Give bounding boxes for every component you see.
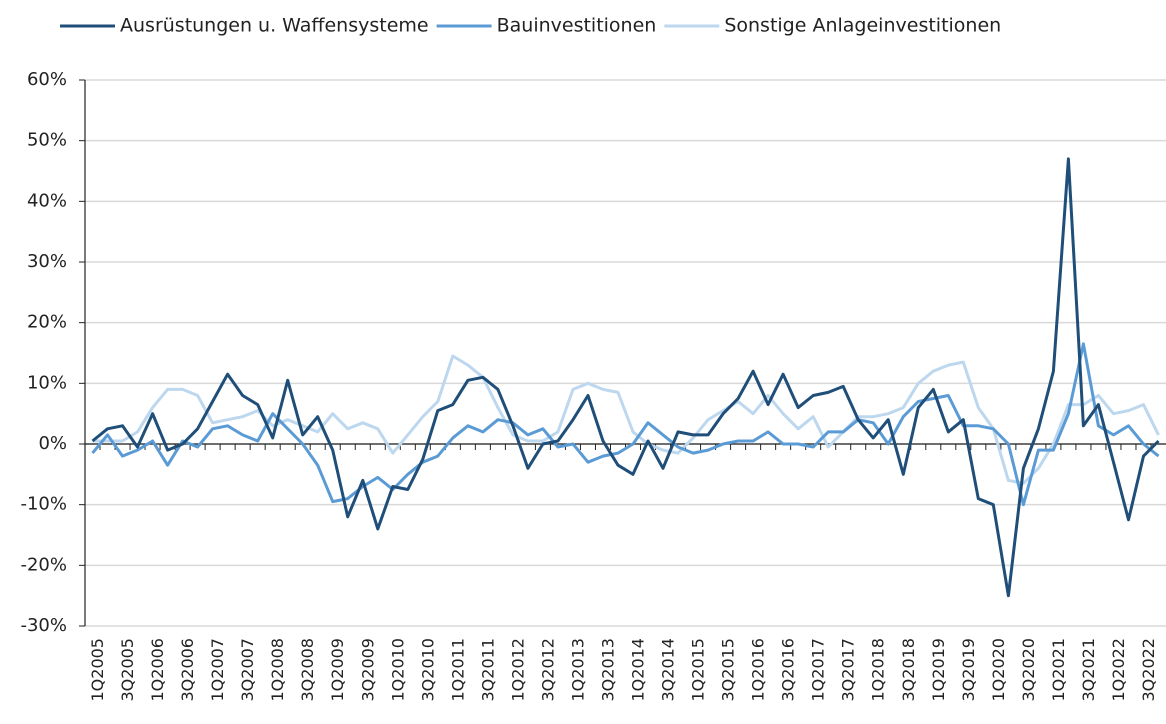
x-tick-label: 1Q2005	[88, 638, 107, 702]
x-tick-label: 3Q2006	[178, 638, 197, 702]
y-tick-label: -20%	[20, 554, 67, 575]
x-tick-label: 3Q2011	[478, 638, 497, 702]
x-tick-label: 3Q2017	[839, 638, 858, 702]
y-tick-label: -30%	[20, 615, 67, 636]
x-tick-label: 3Q2019	[959, 638, 978, 702]
legend-label: Ausrüstungen u. Waffensysteme	[120, 15, 429, 37]
x-tick-label: 3Q2013	[598, 638, 617, 702]
series-line	[91, 157, 1160, 598]
x-tick-label: 3Q2015	[719, 638, 738, 702]
x-tick-label: 3Q2005	[118, 638, 137, 702]
y-tick-label: 60%	[27, 69, 67, 90]
x-tick-label: 3Q2020	[1019, 638, 1038, 702]
series-line	[91, 342, 1160, 507]
x-tick-label: 3Q2007	[238, 638, 257, 702]
x-tick-label: 3Q2012	[538, 638, 557, 702]
y-tick-label: -10%	[20, 494, 67, 515]
x-tick-label: 3Q2009	[358, 638, 377, 702]
y-tick-label: 40%	[27, 190, 67, 211]
x-tick-label: 1Q2008	[268, 638, 287, 702]
x-tick-label: 1Q2015	[689, 638, 708, 702]
x-tick-label: 1Q2013	[568, 638, 587, 702]
legend-label: Sonstige Anlageinvestitionen	[724, 15, 1001, 37]
x-tick-label: 1Q2007	[208, 638, 227, 702]
x-tick-label: 1Q2019	[929, 638, 948, 702]
y-tick-label: 30%	[27, 251, 67, 272]
y-tick-label: 10%	[27, 372, 67, 393]
x-tick-label: 1Q2014	[629, 638, 648, 702]
x-tick-label: 3Q2016	[779, 638, 798, 702]
x-tick-label: 1Q2012	[508, 638, 527, 702]
x-tick-label: 1Q2017	[809, 638, 828, 702]
x-tick-label: 3Q2021	[1079, 638, 1098, 702]
x-tick-label: 3Q2014	[659, 638, 678, 702]
x-tick-label: 3Q2008	[298, 638, 317, 702]
legend-label: Bauinvestitionen	[497, 15, 657, 37]
x-tick-label: 1Q2011	[448, 638, 467, 702]
x-tick-label: 3Q2018	[899, 638, 918, 702]
x-tick-label: 1Q2022	[1109, 638, 1128, 702]
x-tick-label: 1Q2010	[388, 638, 407, 702]
y-tick-label: 0%	[38, 433, 67, 454]
x-tick-label: 1Q2006	[148, 638, 167, 702]
x-tick-label: 3Q2010	[418, 638, 437, 702]
x-tick-label: 1Q2009	[328, 638, 347, 702]
x-tick-label: 1Q2020	[989, 638, 1008, 702]
x-tick-label: 1Q2016	[749, 638, 768, 702]
y-tick-label: 50%	[27, 130, 67, 151]
series-line	[92, 354, 1160, 485]
x-tick-label: 1Q2021	[1049, 638, 1068, 702]
x-tick-label: 1Q2018	[869, 638, 888, 702]
x-tick-label: 3Q2022	[1139, 638, 1158, 702]
y-tick-label: 20%	[27, 312, 67, 333]
